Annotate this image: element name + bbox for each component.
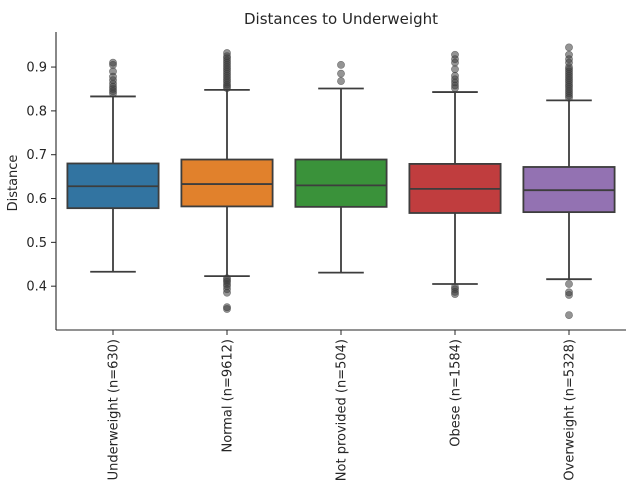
outlier-point [565,311,573,319]
box-group [522,43,616,319]
outlier-point [565,280,573,288]
x-tick-label: Obese (n=1584) [449,339,464,447]
iqr-box [180,158,274,208]
y-tick-label: 0.9 [26,61,47,76]
y-tick-label: 0.8 [26,104,47,119]
outlier-point [337,77,345,85]
outlier-point [451,71,459,80]
outlier-point [565,50,573,59]
box-group [66,58,160,273]
outlier-point [109,67,117,76]
outlier-point [451,50,459,59]
y-tick-label: 0.4 [26,280,47,295]
box-group [180,49,274,313]
outlier-point [223,305,231,313]
outlier-point [451,65,459,74]
iqr-box [294,158,388,208]
x-tick-label: Normal (n=9612) [221,339,236,453]
y-axis-label: Distance [6,155,21,212]
y-tick-label: 0.7 [26,148,47,163]
outlier-point [223,49,231,57]
outlier-point [337,69,345,78]
y-axis: 0.4 0.5 0.6 0.7 0.8 0.9 [26,61,56,295]
x-axis: Underweight (n=630) Normal (n=9612) Not pr… [107,330,578,480]
plot-area [66,43,616,319]
outlier-point [223,288,231,297]
y-tick-label: 0.5 [26,236,47,251]
x-tick-label: Underweight (n=630) [107,339,122,480]
box-group [408,50,502,298]
outlier-point [565,291,573,299]
outlier-point [109,58,117,67]
x-tick-label: Not provided (n=504) [335,339,350,480]
y-tick-label: 0.6 [26,192,47,207]
outlier-point [337,60,345,69]
x-tick-label: Overweight (n=5328) [563,339,578,480]
chart-title: Distances to Underweight [244,10,438,28]
outlier-point [565,43,573,52]
outlier-point [451,290,459,298]
box-group [294,60,388,274]
